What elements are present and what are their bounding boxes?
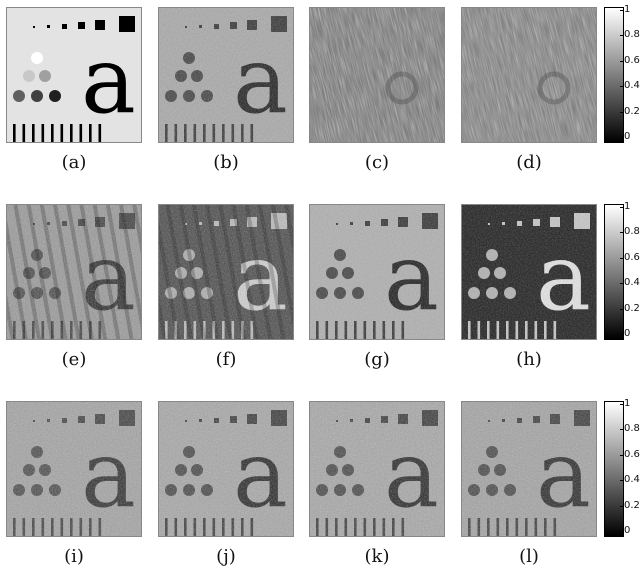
panel-f: a — [158, 204, 294, 340]
noise-texture — [159, 402, 293, 536]
caption-e: (e) — [61, 349, 87, 370]
colorbar-tick-label: 1 — [619, 4, 631, 15]
colorbar-tick-label: 0.6 — [620, 54, 640, 66]
phantom-square — [47, 25, 50, 28]
colorbar-tick-label: 1 — [619, 201, 631, 212]
phantom-square — [119, 16, 135, 32]
panel-a: a — [6, 7, 142, 143]
panel-k: a — [309, 401, 445, 537]
caption-c: (c) — [364, 152, 390, 173]
panel-image: a — [7, 8, 141, 142]
noise-streaks — [310, 8, 444, 142]
phantom-square — [33, 26, 35, 28]
noise-texture — [310, 205, 444, 339]
phantom-bar — [60, 124, 64, 142]
noise-texture — [7, 205, 141, 339]
noise-texture — [159, 8, 293, 142]
panel-image — [462, 8, 596, 142]
caption-g: (g) — [364, 349, 390, 370]
phantom-disc — [49, 90, 61, 102]
phantom-letter: a — [81, 27, 136, 134]
phantom-square — [78, 22, 85, 29]
phantom-square — [62, 24, 67, 29]
phantom-disc — [23, 70, 35, 82]
caption-j: (j) — [216, 546, 236, 567]
colorbar — [604, 401, 624, 537]
faint-letter — [537, 71, 571, 105]
noise-streaks — [462, 8, 596, 142]
noise-texture — [310, 402, 444, 536]
panel-g: a — [309, 204, 445, 340]
colorbar-tick-label: 0.6 — [620, 448, 640, 460]
phantom-bar — [89, 124, 92, 142]
phantom-square — [95, 20, 105, 30]
noise-texture — [462, 205, 596, 339]
noise-texture — [462, 402, 596, 536]
noise-texture — [7, 402, 141, 536]
panel-image: a — [159, 8, 293, 142]
phantom-disc — [31, 90, 43, 102]
phantom-bar — [51, 124, 54, 142]
faint-letter — [385, 71, 419, 105]
panel-b: a — [158, 7, 294, 143]
phantom-bar — [13, 124, 16, 142]
panel-d — [461, 7, 597, 143]
phantom-disc — [39, 70, 51, 82]
panel-image: a — [159, 402, 293, 536]
phantom-disc — [13, 90, 25, 102]
caption-a: (a) — [61, 152, 87, 173]
panel-image: a — [310, 205, 444, 339]
caption-l: (l) — [519, 546, 539, 567]
panel-e: a — [6, 204, 142, 340]
colorbar-tick-label: 0.8 — [620, 423, 640, 435]
panel-c — [309, 7, 445, 143]
noise-texture — [159, 205, 293, 339]
panel-image: a — [310, 402, 444, 536]
caption-d: (d) — [516, 152, 542, 173]
caption-i: (i) — [64, 546, 84, 567]
phantom-bar — [22, 124, 26, 142]
colorbar-tick-label: 0.8 — [620, 226, 640, 238]
panel-image — [310, 8, 444, 142]
phantom-disc — [31, 52, 43, 64]
panel-image: a — [462, 402, 596, 536]
colorbar-tick-label: 0.2 — [620, 499, 640, 511]
colorbar-tick-label: 0 — [619, 328, 631, 339]
caption-b: (b) — [213, 152, 239, 173]
phantom-bar — [79, 124, 83, 142]
panel-image: a — [7, 205, 141, 339]
colorbar-tick-label: 0 — [619, 525, 631, 536]
panel-i: a — [6, 401, 142, 537]
colorbar-tick-label: 0.6 — [620, 251, 640, 263]
panel-h: a — [461, 204, 597, 340]
panel-image: a — [462, 205, 596, 339]
phantom-bar — [41, 124, 45, 142]
phantom-bar — [32, 124, 35, 142]
panel-image: a — [159, 205, 293, 339]
caption-h: (h) — [516, 349, 542, 370]
colorbar — [604, 204, 624, 340]
phantom-bar — [70, 124, 73, 142]
colorbar-tick-label: 0 — [619, 131, 631, 142]
colorbar-tick-label: 0.4 — [620, 474, 640, 486]
panel-j: a — [158, 401, 294, 537]
colorbar-tick-label: 0.4 — [620, 277, 640, 289]
colorbar-tick-label: 0.4 — [620, 80, 640, 92]
colorbar-tick-label: 0.8 — [620, 29, 640, 41]
colorbar-tick-label: 0.2 — [620, 105, 640, 117]
caption-k: (k) — [364, 546, 390, 567]
panel-l: a — [461, 401, 597, 537]
caption-f: (f) — [215, 349, 237, 370]
colorbar-tick-label: 0.2 — [620, 302, 640, 314]
colorbar-tick-label: 1 — [619, 398, 631, 409]
phantom-bar — [98, 124, 102, 142]
colorbar — [604, 7, 624, 143]
panel-image: a — [7, 402, 141, 536]
